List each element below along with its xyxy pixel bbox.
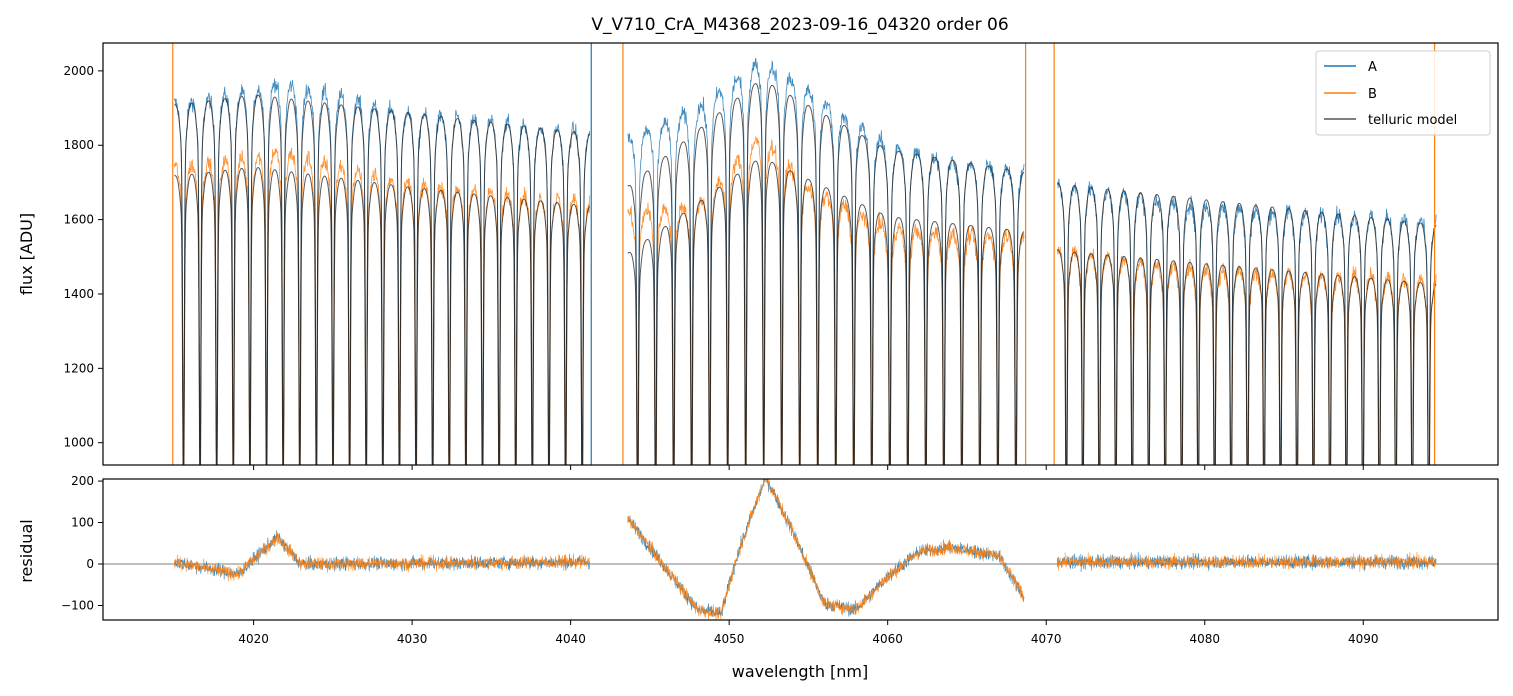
residual-ytick-label: 200 bbox=[71, 474, 94, 488]
residual-xtick-label: 4090 bbox=[1348, 632, 1379, 646]
spectrum-plot-area bbox=[172, 43, 1437, 465]
telluric-model-a-seg1 bbox=[627, 83, 1025, 465]
residual-ytick-label: 0 bbox=[86, 557, 94, 571]
residual-xtick-label: 4020 bbox=[238, 632, 269, 646]
spectrum-axes-frame bbox=[102, 42, 1499, 466]
legend: A B telluric model bbox=[1315, 50, 1491, 136]
residual-b-seg2 bbox=[1057, 551, 1437, 573]
legend-label-a: A bbox=[1368, 60, 1377, 75]
spectrum-ytick-label: 1200 bbox=[63, 361, 94, 375]
residual-panel: −100 0 100 200 4020 4030 4040 4050 4060 4070 4080… bbox=[17, 474, 1499, 681]
spectrum-ytick-label: 1600 bbox=[63, 213, 94, 227]
telluric-model-b-seg0 bbox=[174, 167, 591, 465]
residual-xtick-label: 4080 bbox=[1189, 632, 1220, 646]
spectrum-x-ticks bbox=[253, 465, 1364, 470]
residual-xtick-label: 4060 bbox=[872, 632, 903, 646]
spectrum-panel: 1000 1200 1400 1600 1800 2000 flux [ADU] A B … bbox=[17, 42, 1499, 470]
residual-xtick-label: 4070 bbox=[1031, 632, 1062, 646]
residual-b-seg0 bbox=[174, 532, 590, 582]
legend-label-telluric: telluric model bbox=[1368, 113, 1457, 128]
residual-ytick-label: 100 bbox=[71, 516, 94, 530]
telluric-model-b-seg2 bbox=[1057, 249, 1437, 465]
residual-y-label: residual bbox=[17, 519, 36, 582]
residual-xtick-label: 4050 bbox=[714, 632, 745, 646]
spectrum-ytick-label: 1400 bbox=[63, 287, 94, 301]
spectrum-ytick-label: 1800 bbox=[63, 138, 94, 152]
residual-x-ticks: 4020 4030 4040 4050 4060 4070 4080 4090 bbox=[238, 620, 1379, 646]
residual-b-seg1 bbox=[627, 479, 1025, 620]
telluric-model-b-seg1 bbox=[627, 160, 1025, 465]
legend-label-b: B bbox=[1368, 87, 1377, 102]
residual-axes-frame bbox=[102, 478, 1499, 621]
residual-plot-area bbox=[103, 479, 1498, 620]
residual-xtick-label: 4040 bbox=[555, 632, 586, 646]
spectrum-ytick-label: 1000 bbox=[63, 436, 94, 450]
residual-ytick-label: −100 bbox=[61, 598, 94, 612]
spectrum-y-label: flux [ADU] bbox=[17, 213, 36, 295]
x-axis-label: wavelength [nm] bbox=[732, 662, 869, 681]
spectrum-y-ticks: 1000 1200 1400 1600 1800 2000 bbox=[63, 64, 103, 450]
chart-title: V_V710_CrA_M4368_2023-09-16_04320 order … bbox=[591, 15, 1008, 35]
residual-y-ticks: −100 0 100 200 bbox=[61, 474, 103, 612]
residual-xtick-label: 4030 bbox=[397, 632, 428, 646]
spectrum-ytick-label: 2000 bbox=[63, 64, 94, 78]
legend-frame bbox=[1315, 50, 1491, 136]
